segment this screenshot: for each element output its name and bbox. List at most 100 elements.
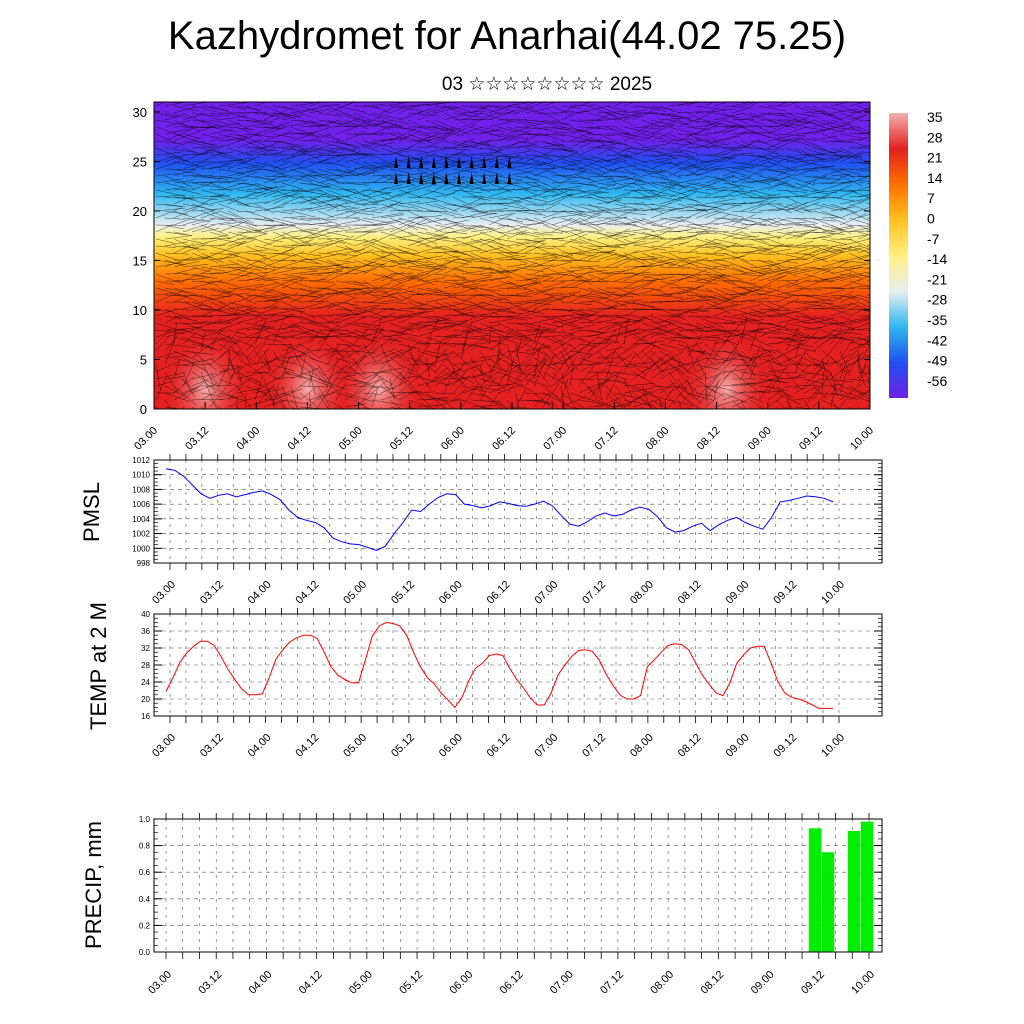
colorbar-label: 28 [927, 129, 943, 145]
heat-xtick-label: 10.00 [848, 425, 876, 453]
precip-xtick-label: 04.00 [247, 969, 275, 997]
precip-bars [808, 821, 874, 952]
heat-ytick-label: 25 [133, 154, 147, 169]
precip-bar [847, 830, 861, 952]
heat-xtick-label: 06.00 [439, 425, 467, 453]
heat-xtick-label: 05.12 [388, 425, 416, 453]
heat-xtick-label: 04.12 [286, 425, 314, 453]
colorbar-label: -7 [927, 231, 940, 247]
precip-bar [808, 828, 822, 952]
heatmap-y-axis: 0 5 10 15 20 25 30 [133, 105, 870, 417]
temp-xtick-label: 03.00 [150, 732, 178, 760]
precip-ytick-label: 0.0 [139, 948, 151, 957]
pmsl-xtick-label: 04.00 [246, 579, 274, 607]
temp-panel: 16 20 24 28 32 36 40 03.00 03.12 04.00 04.12 05.00… [86, 602, 883, 760]
pmsl-x-axis: 03.00 03.12 04.00 04.12 05.00 05.12 06.00 06.12… [150, 454, 847, 607]
precip-ytick-label: 0.8 [139, 842, 151, 851]
heat-xtick-label: 04.00 [234, 425, 262, 453]
page-subtitle: 03 ☆☆☆☆☆☆☆☆ 2025 [441, 74, 653, 95]
heat-xtick-label: 07.00 [541, 425, 569, 453]
pmsl-xtick-label: 05.00 [341, 579, 369, 607]
colorbar-label: 7 [927, 190, 935, 206]
heat-xtick-label: 03.00 [132, 425, 160, 453]
temp-ytick-label: 28 [141, 661, 150, 670]
heatmap-panel: 0 5 10 15 20 25 30 03.00 03.12 04.00 04.12 05.00 05… [132, 101, 876, 453]
pmsl-xtick-label: 06.12 [485, 579, 513, 607]
temp-xtick-label: 06.12 [485, 732, 513, 760]
temp-y-axis: 16 20 24 28 32 36 40 [141, 610, 882, 721]
pmsl-ytick-label: 1002 [132, 530, 150, 539]
temp-xtick-label: 08.00 [628, 732, 656, 760]
temp-xtick-label: 03.12 [198, 732, 226, 760]
precip-xtick-label: 03.00 [146, 969, 174, 997]
temp-ytick-label: 20 [141, 695, 150, 704]
pmsl-xtick-label: 07.12 [580, 579, 608, 607]
precip-y-label: PRECIP, mm [81, 821, 106, 949]
pmsl-ytick-label: 1006 [132, 500, 150, 509]
pmsl-xtick-label: 09.12 [771, 579, 799, 607]
temp-y-label: TEMP at 2 M [86, 602, 111, 730]
pmsl-ytick-label: 1000 [132, 544, 150, 553]
temp-xtick-label: 08.12 [676, 732, 704, 760]
temp-grid [154, 613, 882, 717]
precip-x-axis: 03.00 03.12 04.00 04.12 05.00 05.12 06.00 06.12… [146, 813, 877, 997]
precip-grid [154, 818, 882, 953]
precip-ytick-label: 0.4 [139, 895, 151, 904]
heat-ytick-label: 30 [133, 105, 147, 120]
wind-barbs [155, 102, 870, 409]
pmsl-xtick-label: 08.00 [628, 579, 656, 607]
pmsl-xtick-label: 08.12 [676, 579, 704, 607]
hot-spot-1 [265, 334, 350, 409]
temp-xtick-label: 09.00 [724, 732, 752, 760]
colorbar-label: 14 [927, 170, 943, 186]
precip-xtick-label: 06.00 [447, 969, 475, 997]
temp-ytick-label: 32 [141, 644, 150, 653]
colorbar-label: 21 [927, 150, 943, 166]
heat-xtick-label: 09.12 [797, 425, 825, 453]
temp-xtick-label: 04.12 [294, 732, 322, 760]
colorbar-label: 0 [927, 211, 935, 227]
temp-ytick-label: 16 [141, 712, 150, 721]
heat-ytick-label: 10 [133, 303, 147, 318]
temp-ytick-label: 40 [141, 610, 150, 619]
heat-xtick-label: 03.12 [183, 425, 211, 453]
temp-xtick-label: 05.00 [341, 732, 369, 760]
colorbar-label: -49 [927, 353, 947, 369]
heatmap-x-axis: 03.00 03.12 04.00 04.12 05.00 05.12 06.00 06.12… [132, 402, 876, 453]
precip-panel: 0.00.20.40.60.81.0 03.00 03.12 04.00 04.12 0… [81, 813, 883, 997]
precip-xtick-label: 10.00 [849, 969, 877, 997]
temp-xtick-label: 04.00 [246, 732, 274, 760]
precip-bar [821, 852, 835, 952]
heat-xtick-label: 06.12 [490, 425, 518, 453]
pmsl-xtick-label: 03.12 [198, 579, 226, 607]
colorbar-label: -14 [927, 251, 947, 267]
colorbar: 35 28 21 14 7 0 -7 -14 -21 -28 -35 -42 -49 -56 [889, 109, 947, 398]
precip-frame [153, 818, 883, 953]
page-title: Kazhydromet for Anarhai(44.02 75.25) [167, 14, 847, 58]
colorbar-label: 35 [927, 109, 943, 125]
pmsl-xtick-label: 04.12 [294, 579, 322, 607]
pmsl-xtick-label: 05.12 [389, 579, 417, 607]
temp-xtick-label: 07.00 [532, 732, 560, 760]
temp-series-line [165, 621, 833, 709]
precip-xtick-label: 09.00 [749, 969, 777, 997]
temp-xtick-label: 09.12 [771, 732, 799, 760]
precip-xtick-label: 09.12 [799, 969, 827, 997]
colorbar-label: -21 [927, 271, 947, 287]
colorbar-label: -56 [927, 373, 947, 389]
heat-ytick-label: 20 [133, 204, 147, 219]
precip-ytick-label: 1.0 [139, 815, 151, 824]
heat-ytick-label: 0 [140, 402, 147, 417]
heat-xtick-label: 09.00 [746, 425, 774, 453]
precip-xtick-label: 05.00 [347, 969, 375, 997]
pmsl-ytick-label: 1010 [132, 471, 150, 480]
precip-xtick-label: 07.12 [598, 969, 626, 997]
heat-ytick-label: 5 [140, 352, 147, 367]
temp-xtick-label: 07.12 [580, 732, 608, 760]
pmsl-y-label: PMSL [79, 482, 104, 542]
pmsl-ytick-label: 1008 [132, 485, 150, 494]
precip-xtick-label: 04.12 [297, 969, 325, 997]
hot-spot-3 [684, 334, 769, 409]
